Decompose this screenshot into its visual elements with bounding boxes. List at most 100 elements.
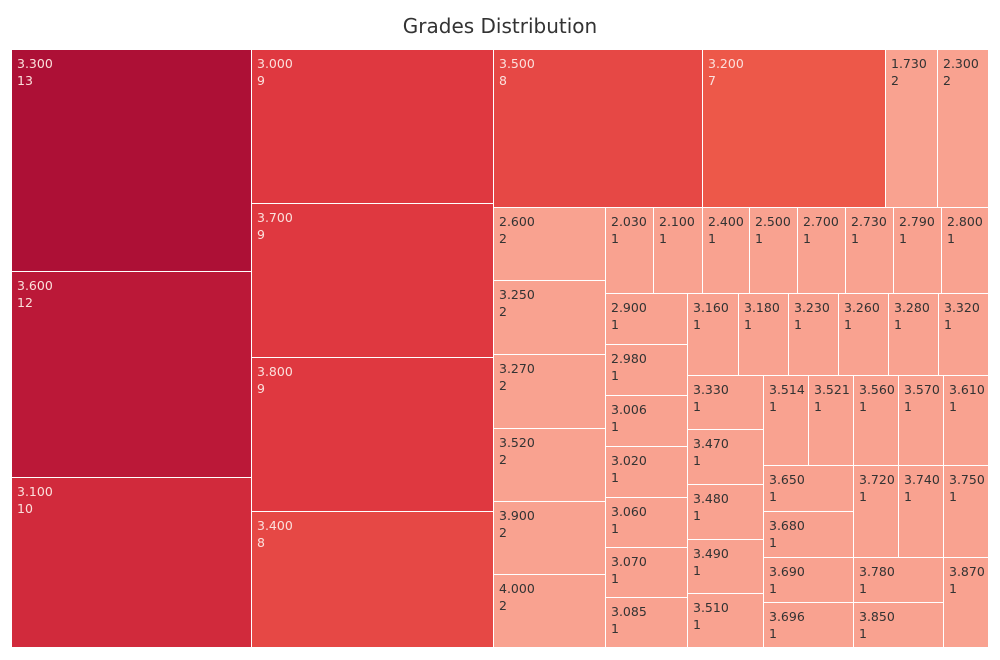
tile-grade: 3.280: [894, 300, 930, 315]
tile-label: 3.480 1: [693, 490, 729, 524]
tile-label: 2.730 1: [851, 213, 887, 247]
treemap-tile-3.600[interactable]: 3.600 12: [12, 272, 252, 478]
treemap-tile-3.020[interactable]: 3.020 1: [606, 447, 688, 498]
treemap-tile-3.900[interactable]: 3.900 2: [494, 502, 606, 575]
treemap-tile-3.160[interactable]: 3.160 1: [688, 294, 739, 376]
treemap-tile-3.320[interactable]: 3.320 1: [939, 294, 989, 376]
treemap-tile-2.500[interactable]: 2.500 1: [750, 208, 798, 294]
tile-count: 1: [944, 317, 952, 332]
tile-count: 1: [904, 489, 912, 504]
treemap-tile-3.260[interactable]: 3.260 1: [839, 294, 889, 376]
tile-count: 1: [693, 617, 701, 632]
treemap-tile-2.980[interactable]: 2.980 1: [606, 345, 688, 396]
treemap-tile-2.600[interactable]: 2.600 2: [494, 208, 606, 281]
tile-count: 1: [844, 317, 852, 332]
tile-grade: 2.800: [947, 214, 983, 229]
tile-label: 3.520 2: [499, 434, 535, 468]
tile-grade: 2.400: [708, 214, 744, 229]
treemap-tile-3.470[interactable]: 3.470 1: [688, 430, 764, 485]
treemap-tile-3.520[interactable]: 3.520 2: [494, 429, 606, 502]
treemap-tile-3.800[interactable]: 3.800 9: [252, 358, 494, 512]
tile-grade: 3.520: [499, 435, 535, 450]
treemap-tile-3.610[interactable]: 3.610 1: [944, 376, 989, 466]
treemap-tile-3.870[interactable]: 3.870 1: [944, 558, 989, 648]
tile-count: 1: [755, 231, 763, 246]
treemap-tile-3.300[interactable]: 3.300 13: [12, 50, 252, 272]
treemap-tile-3.180[interactable]: 3.180 1: [739, 294, 789, 376]
tile-grade: 3.470: [693, 436, 729, 451]
tile-count: 13: [17, 73, 33, 88]
treemap-tile-3.521[interactable]: 3.521 1: [809, 376, 854, 466]
treemap-tile-3.696[interactable]: 3.696 1: [764, 603, 854, 648]
treemap-tile-3.060[interactable]: 3.060 1: [606, 498, 688, 548]
treemap-tile-3.200[interactable]: 3.200 7: [703, 50, 886, 208]
treemap-tile-3.720[interactable]: 3.720 1: [854, 466, 899, 558]
treemap-tile-3.850[interactable]: 3.850 1: [854, 603, 944, 648]
treemap-tile-3.740[interactable]: 3.740 1: [899, 466, 944, 558]
tile-grade: 1.730: [891, 56, 927, 71]
treemap-tile-2.790[interactable]: 2.790 1: [894, 208, 942, 294]
tile-grade: 3.514: [769, 382, 805, 397]
treemap-tile-3.780[interactable]: 3.780 1: [854, 558, 944, 603]
tile-grade: 4.000: [499, 581, 535, 596]
tile-count: 1: [744, 317, 752, 332]
treemap-tile-3.100[interactable]: 3.100 10: [12, 478, 252, 648]
treemap-tile-3.570[interactable]: 3.570 1: [899, 376, 944, 466]
tile-count: 1: [859, 489, 867, 504]
treemap-tile-2.700[interactable]: 2.700 1: [798, 208, 846, 294]
tile-label: 3.270 2: [499, 360, 535, 394]
tile-label: 3.521 1: [814, 381, 850, 415]
tile-label: 3.000 9: [257, 55, 293, 89]
tile-grade: 3.850: [859, 609, 895, 624]
treemap-tile-2.800[interactable]: 2.800 1: [942, 208, 989, 294]
treemap-tile-3.330[interactable]: 3.330 1: [688, 376, 764, 430]
tile-grade: 2.980: [611, 351, 647, 366]
treemap-tile-3.230[interactable]: 3.230 1: [789, 294, 839, 376]
treemap-tile-1.730[interactable]: 1.730 2: [886, 50, 938, 208]
tile-grade: 3.330: [693, 382, 729, 397]
tile-label: 3.320 1: [944, 299, 980, 333]
treemap-tile-3.650[interactable]: 3.650 1: [764, 466, 854, 512]
tile-label: 3.490 1: [693, 545, 729, 579]
treemap-tile-2.400[interactable]: 2.400 1: [703, 208, 750, 294]
treemap-tile-3.560[interactable]: 3.560 1: [854, 376, 899, 466]
treemap-tile-3.680[interactable]: 3.680 1: [764, 512, 854, 558]
treemap-tile-3.006[interactable]: 3.006 1: [606, 396, 688, 447]
treemap-tile-3.070[interactable]: 3.070 1: [606, 548, 688, 598]
treemap-tile-3.510[interactable]: 3.510 1: [688, 594, 764, 648]
treemap-tile-3.750[interactable]: 3.750 1: [944, 466, 989, 558]
treemap-tile-3.400[interactable]: 3.400 8: [252, 512, 494, 648]
treemap-tile-2.900[interactable]: 2.900 1: [606, 294, 688, 345]
tile-count: 1: [693, 317, 701, 332]
treemap-tile-3.000[interactable]: 3.000 9: [252, 50, 494, 204]
tile-grade: 2.500: [755, 214, 791, 229]
tile-count: 8: [499, 73, 507, 88]
treemap-tile-2.300[interactable]: 2.300 2: [938, 50, 989, 208]
treemap-tile-3.480[interactable]: 3.480 1: [688, 485, 764, 540]
treemap-tile-3.700[interactable]: 3.700 9: [252, 204, 494, 358]
tile-count: 2: [499, 525, 507, 540]
tile-label: 3.330 1: [693, 381, 729, 415]
treemap-tile-3.250[interactable]: 3.250 2: [494, 281, 606, 355]
tile-count: 1: [803, 231, 811, 246]
tile-grade: 3.320: [944, 300, 980, 315]
treemap-tile-2.100[interactable]: 2.100 1: [654, 208, 703, 294]
tile-grade: 3.480: [693, 491, 729, 506]
tile-count: 2: [499, 304, 507, 319]
treemap-tile-3.270[interactable]: 3.270 2: [494, 355, 606, 429]
tile-label: 2.800 1: [947, 213, 983, 247]
treemap-tile-2.030[interactable]: 2.030 1: [606, 208, 654, 294]
treemap-tile-3.490[interactable]: 3.490 1: [688, 540, 764, 594]
treemap-tile-3.280[interactable]: 3.280 1: [889, 294, 939, 376]
treemap-tile-2.730[interactable]: 2.730 1: [846, 208, 894, 294]
tile-count: 1: [904, 399, 912, 414]
treemap-tile-3.690[interactable]: 3.690 1: [764, 558, 854, 603]
tile-label: 3.780 1: [859, 563, 895, 597]
tile-count: 1: [769, 399, 777, 414]
tile-count: 1: [949, 581, 957, 596]
treemap-tile-4.000[interactable]: 4.000 2: [494, 575, 606, 648]
treemap-tile-3.514[interactable]: 3.514 1: [764, 376, 809, 466]
treemap-tile-3.500[interactable]: 3.500 8: [494, 50, 703, 208]
treemap-tile-3.085[interactable]: 3.085 1: [606, 598, 688, 648]
